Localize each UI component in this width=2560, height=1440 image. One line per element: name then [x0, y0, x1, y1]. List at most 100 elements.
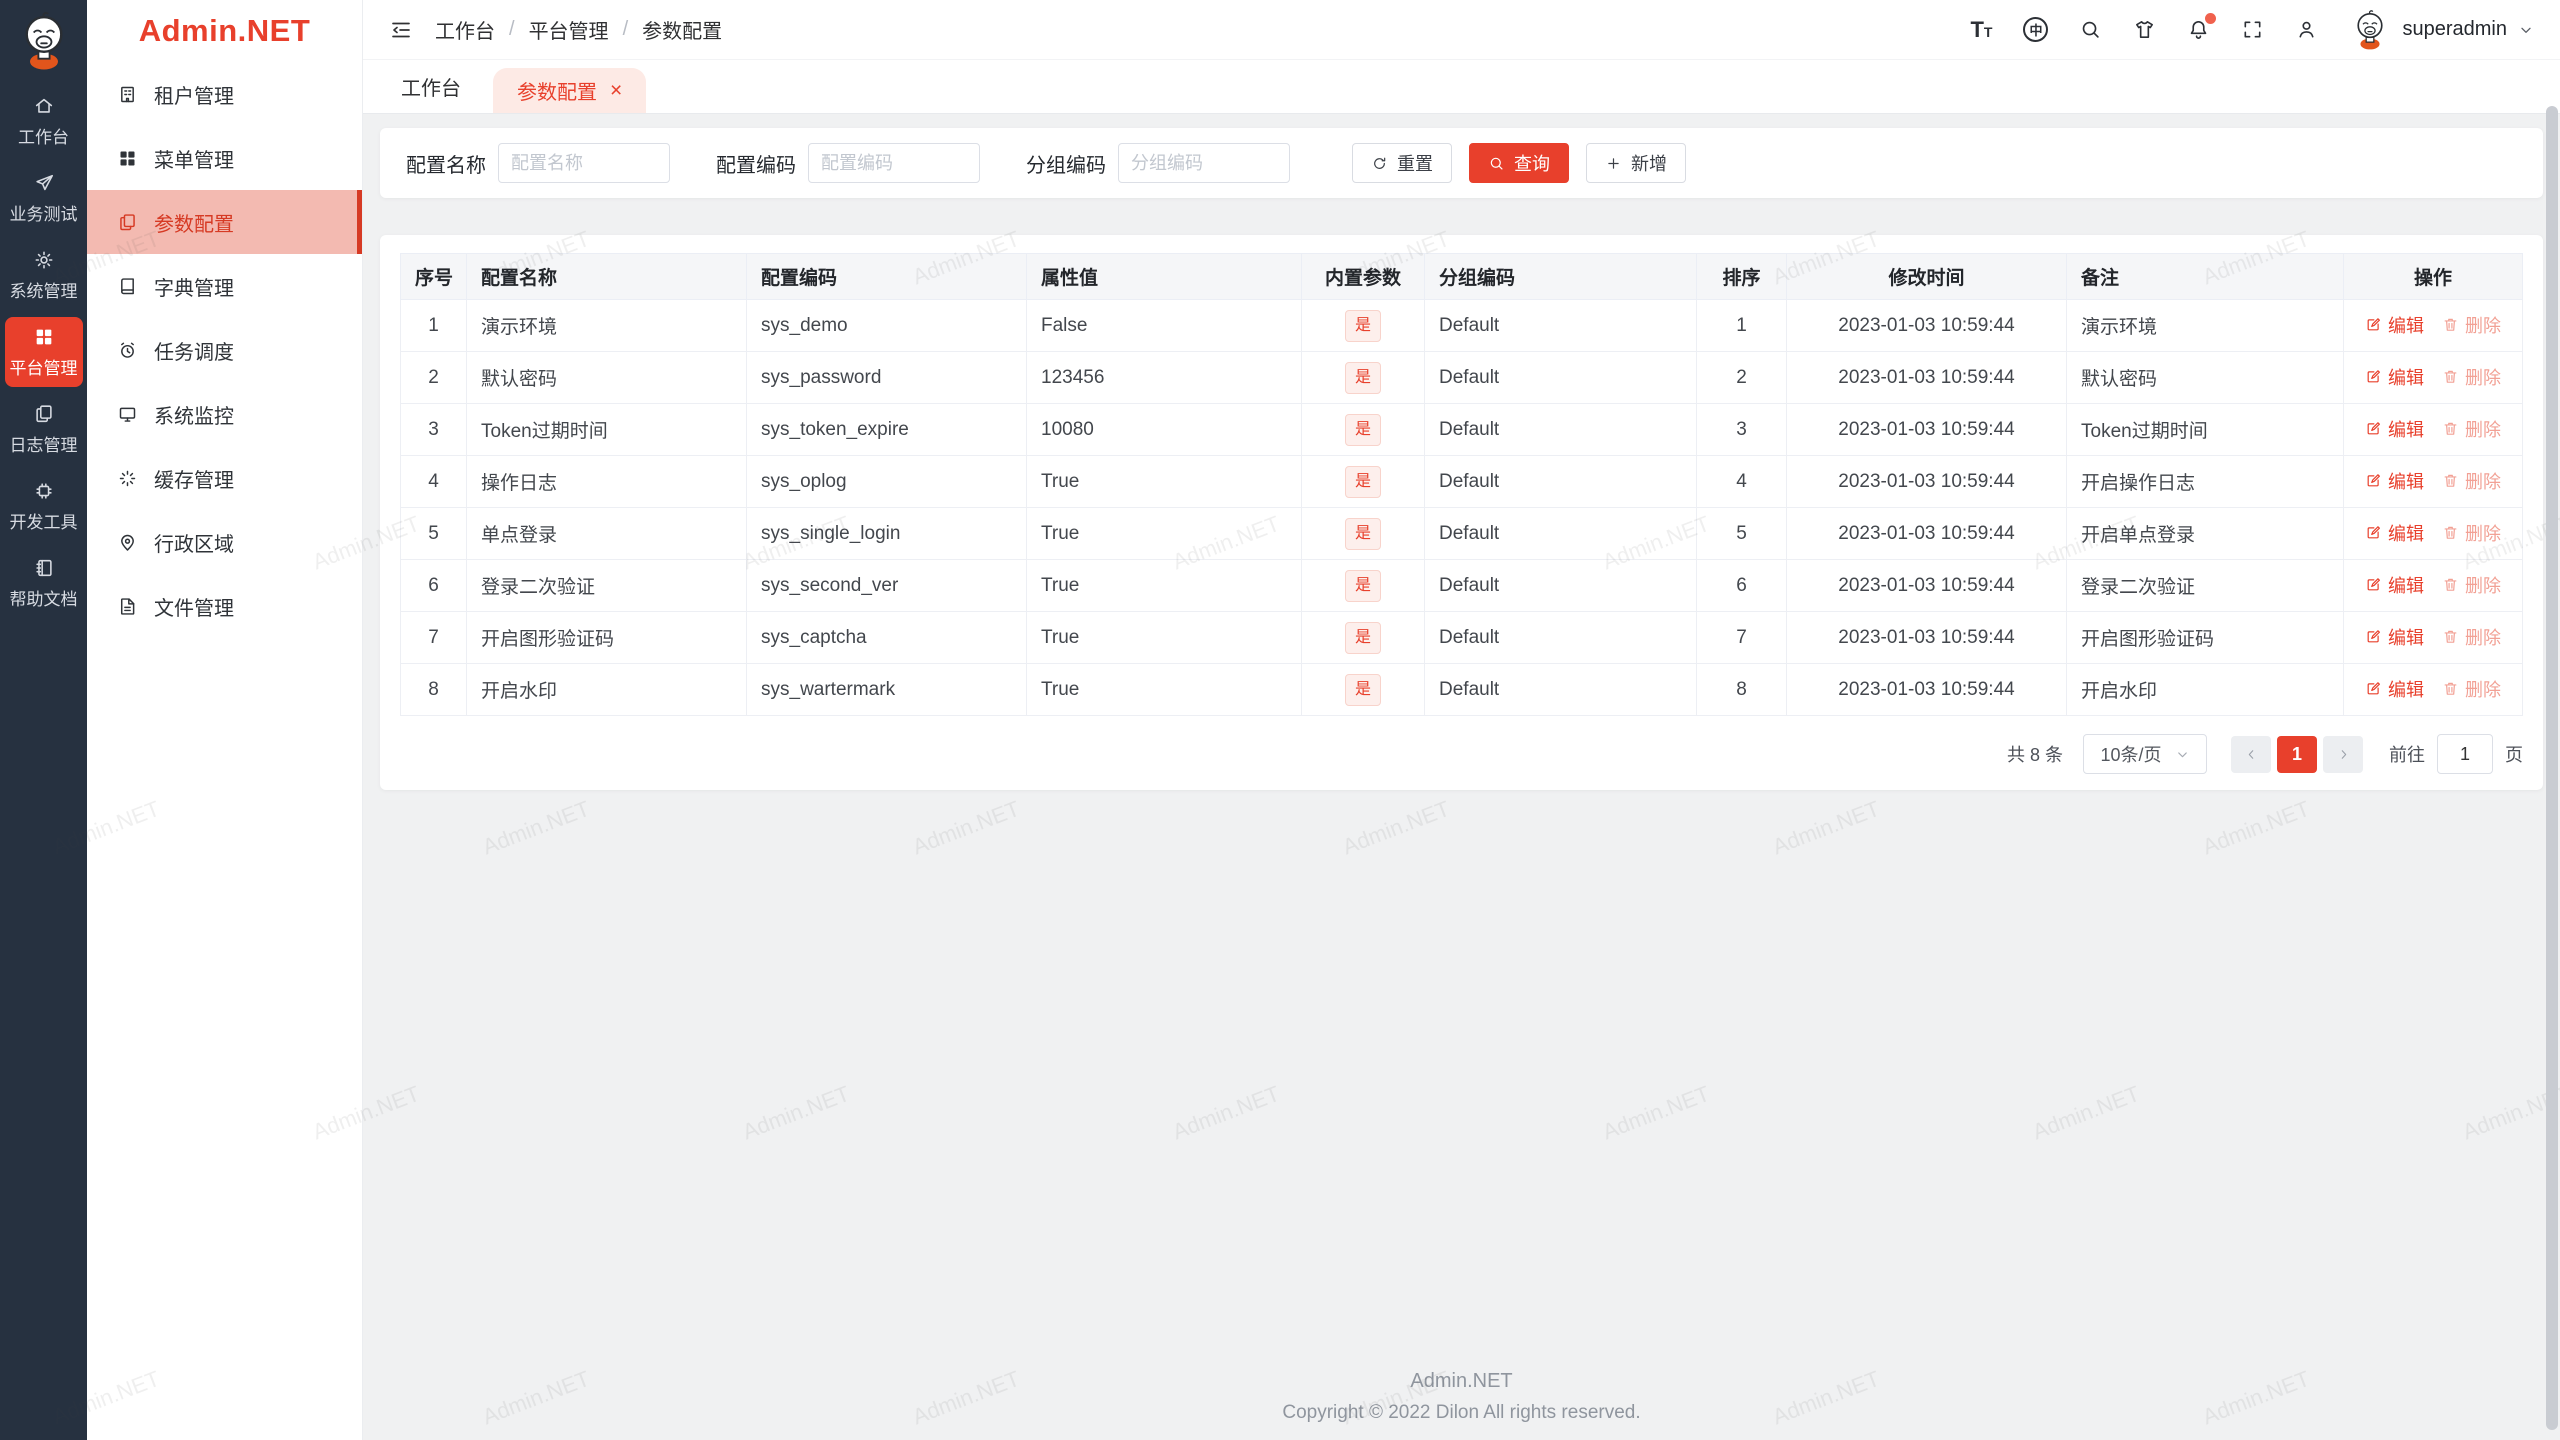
rail-item-6[interactable]: 帮助文档: [5, 548, 83, 618]
cell-ops: 编辑 删除: [2343, 299, 2523, 352]
column-header-time[interactable]: 修改时间: [1786, 253, 2067, 300]
notification-icon: [2191, 21, 2207, 39]
page-footer: Admin.NET Copyright © 2022 Dilon All rig…: [363, 1370, 2560, 1424]
table-row: 5 单点登录 sys_single_login True 是 Default 5 2023-0…: [400, 507, 2523, 560]
search-button[interactable]: [2079, 18, 2102, 41]
column-header-ops[interactable]: 操作: [2343, 253, 2523, 300]
delete-button[interactable]: 删除: [2442, 364, 2501, 390]
chevron-left-icon: [2248, 749, 2253, 759]
cell-name: 开启图形验证码: [466, 611, 747, 664]
cell-ops: 编辑 删除: [2343, 351, 2523, 404]
rail-item-2[interactable]: 系统管理: [5, 240, 83, 310]
column-header-group[interactable]: 分组编码: [1424, 253, 1697, 300]
chip-icon: [35, 483, 52, 499]
rail-item-1[interactable]: 业务测试: [5, 163, 83, 233]
column-header-code[interactable]: 配置编码: [746, 253, 1027, 300]
current-page-button[interactable]: 1: [2277, 735, 2317, 773]
sidebar-item-2[interactable]: 参数配置: [87, 190, 362, 254]
chevron-down-icon: [2521, 27, 2531, 33]
edit-button[interactable]: 编辑: [2365, 572, 2424, 598]
user-menu[interactable]: superadmin: [2349, 9, 2534, 51]
collapse-menu-button[interactable]: [389, 18, 413, 42]
sidebar-item-0[interactable]: 租户管理: [87, 62, 362, 126]
delete-button[interactable]: 删除: [2442, 520, 2501, 546]
tab-0[interactable]: 工作台: [401, 78, 461, 100]
cell-remark: 开启图形验证码: [2066, 611, 2344, 664]
theme-button[interactable]: [2133, 18, 2156, 41]
search-button[interactable]: 查询: [1469, 143, 1569, 183]
filter-input-2[interactable]: [1118, 143, 1290, 183]
cell-remark: 开启单点登录: [2066, 507, 2344, 560]
rail-item-4[interactable]: 日志管理: [5, 394, 83, 464]
table-row: 1 演示环境 sys_demo False 是 Default 1 2023-01-03 10…: [400, 299, 2523, 352]
column-header-remark[interactable]: 备注: [2066, 253, 2344, 300]
sidebar-item-6[interactable]: 缓存管理: [87, 446, 362, 510]
sidebar-item-1[interactable]: 菜单管理: [87, 126, 362, 190]
language-button[interactable]: 中: [2023, 17, 2049, 42]
next-page-button[interactable]: [2323, 735, 2363, 773]
cell-sort: 7: [1696, 611, 1787, 664]
trash-icon: [2444, 475, 2457, 488]
edit-button[interactable]: 编辑: [2365, 468, 2424, 494]
table-row: 8 开启水印 sys_wartermark True 是 Default 8 2023-01-…: [400, 663, 2523, 716]
edit-button[interactable]: 编辑: [2365, 364, 2424, 390]
sidebar-item-8[interactable]: 文件管理: [87, 574, 362, 638]
profile-button[interactable]: [2295, 18, 2318, 41]
app-logo[interactable]: [16, 10, 72, 72]
delete-button[interactable]: 删除: [2442, 416, 2501, 442]
breadcrumb-item-2[interactable]: 参数配置: [642, 21, 723, 43]
prev-page-button[interactable]: [2231, 735, 2271, 773]
cell-index: 8: [400, 663, 467, 716]
goto-page-input[interactable]: [2437, 734, 2493, 774]
breadcrumb-item-1[interactable]: 平台管理: [528, 21, 609, 43]
home-icon: [35, 98, 52, 113]
breadcrumb-item-0[interactable]: 工作台: [435, 21, 495, 43]
notification-badge: [2205, 13, 2217, 24]
cell-time: 2023-01-03 10:59:44: [1786, 299, 2067, 352]
page-size-select[interactable]: 10条/页: [2083, 734, 2207, 774]
column-header-sort[interactable]: 排序: [1696, 253, 1787, 300]
column-header-index[interactable]: 序号: [400, 253, 467, 300]
sidebar-item-5[interactable]: 系统监控: [87, 382, 362, 446]
column-header-name[interactable]: 配置名称: [466, 253, 747, 300]
fullscreen-button[interactable]: [2241, 18, 2264, 41]
file-icon: [120, 597, 135, 615]
font-size-button[interactable]: TT: [1970, 18, 1992, 41]
mascot-icon: [2357, 9, 2384, 49]
cell-index: 2: [400, 351, 467, 404]
delete-button[interactable]: 删除: [2442, 572, 2501, 598]
delete-button[interactable]: 删除: [2442, 468, 2501, 494]
delete-button[interactable]: 删除: [2442, 624, 2501, 650]
edit-button[interactable]: 编辑: [2365, 520, 2424, 546]
cell-builtin: 是: [1301, 507, 1425, 560]
rail-item-5[interactable]: 开发工具: [5, 471, 83, 541]
sidebar-item-4[interactable]: 任务调度: [87, 318, 362, 382]
tab-1-active[interactable]: 参数配置 ×: [493, 68, 647, 113]
cell-sort: 1: [1696, 299, 1787, 352]
pagination: 共 8 条 10条/页 1 前往 页: [400, 734, 2523, 774]
filter-input-1[interactable]: [808, 143, 980, 183]
edit-button[interactable]: 编辑: [2365, 676, 2424, 702]
column-header-builtin[interactable]: 内置参数: [1301, 253, 1425, 300]
edit-button[interactable]: 编辑: [2365, 624, 2424, 650]
edit-button[interactable]: 编辑: [2365, 312, 2424, 338]
rail-item-0[interactable]: 工作台: [5, 86, 83, 156]
notification-button[interactable]: [2187, 13, 2217, 41]
primary-rail: 工作台 业务测试 系统管理 平台管理 日志管理 开发工具 帮助文档: [0, 0, 87, 1440]
filter-input-0[interactable]: [498, 143, 670, 183]
add-button[interactable]: 新增: [1586, 143, 1686, 183]
delete-button[interactable]: 删除: [2442, 676, 2501, 702]
reset-button[interactable]: 重置: [1352, 143, 1452, 183]
delete-button[interactable]: 删除: [2442, 312, 2501, 338]
edit-button[interactable]: 编辑: [2365, 416, 2424, 442]
close-tab-icon[interactable]: ×: [610, 79, 623, 102]
rail-item-3[interactable]: 平台管理: [4, 317, 83, 387]
sidebar-item-7[interactable]: 行政区域: [87, 510, 362, 574]
column-header-value[interactable]: 属性值: [1026, 253, 1302, 300]
breadcrumb: 工作台 / 平台管理 / 参数配置: [435, 15, 722, 44]
cell-remark: 开启水印: [2066, 663, 2344, 716]
cell-ops: 编辑 删除: [2343, 663, 2523, 716]
sidebar-item-3[interactable]: 字典管理: [87, 254, 362, 318]
vertical-scrollbar[interactable]: [2546, 106, 2558, 1430]
cell-builtin: 是: [1301, 559, 1425, 612]
